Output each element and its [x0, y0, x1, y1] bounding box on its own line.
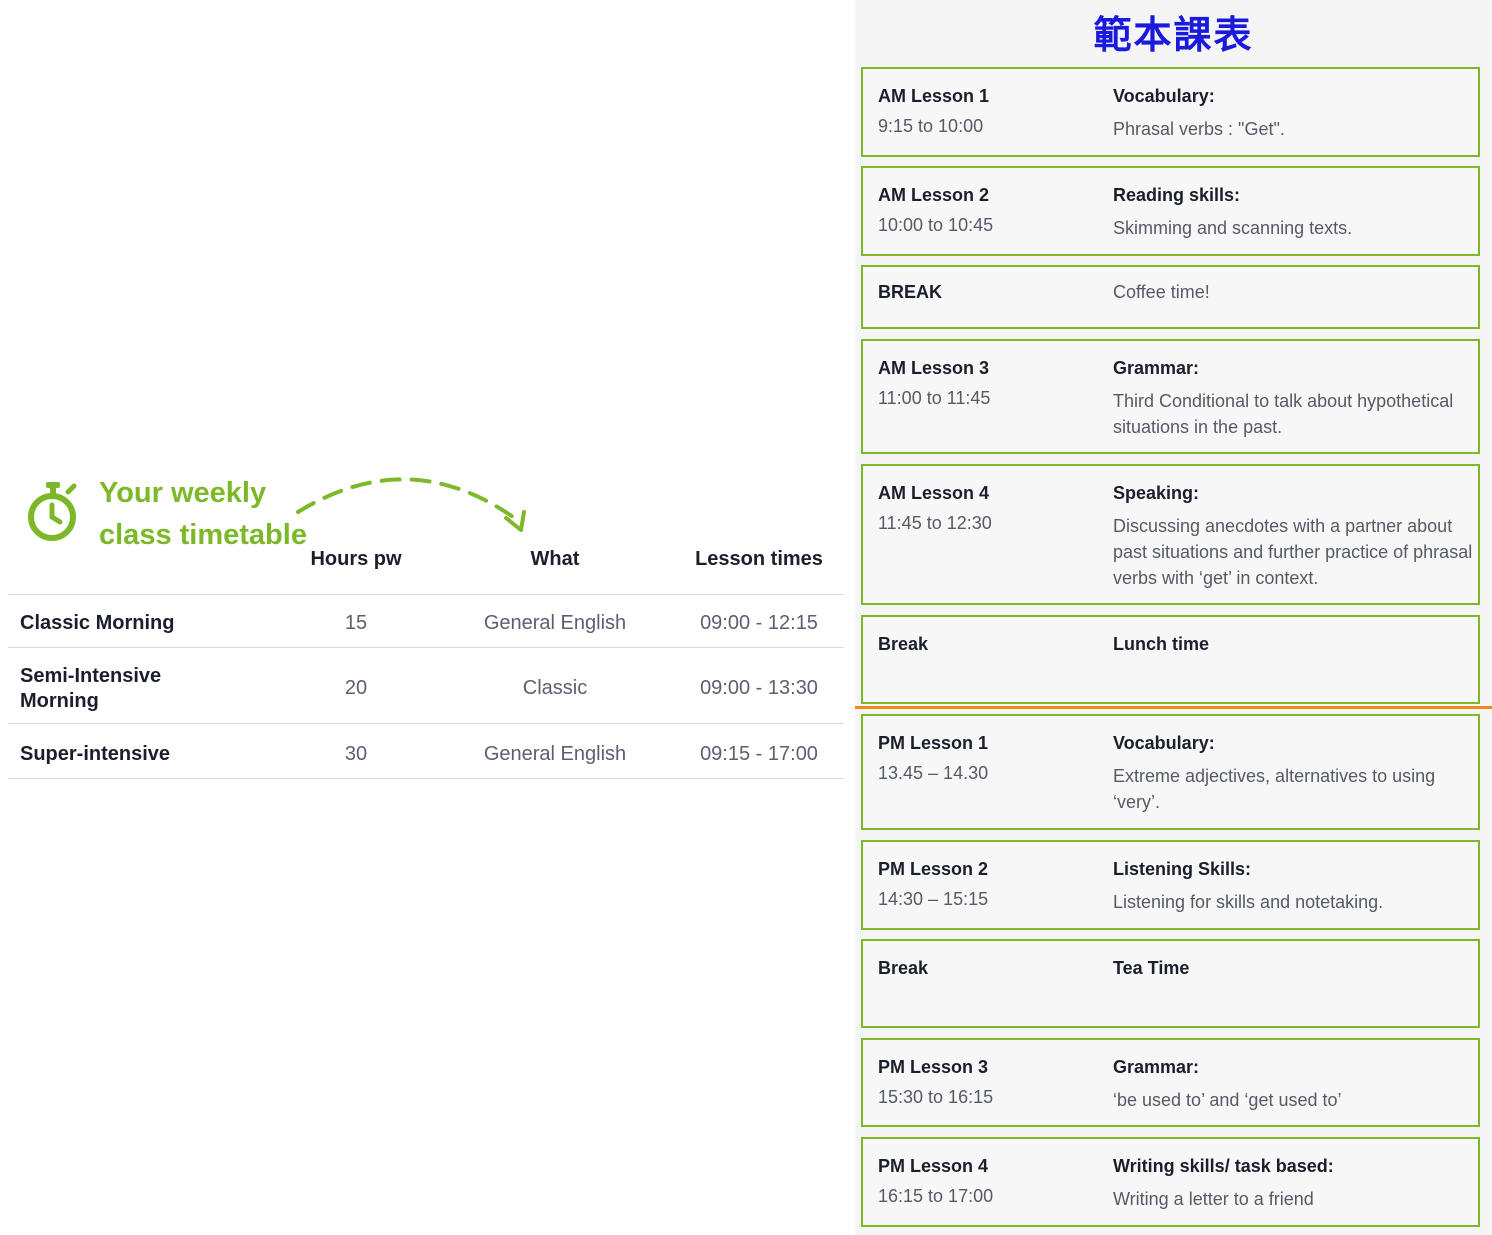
row-what: General English	[483, 612, 627, 634]
row-course-name: Classic Morning	[20, 612, 175, 634]
weekly-timetable-heading: Your weekly class timetable	[99, 472, 307, 556]
lesson-label: PM Lesson 1	[878, 733, 989, 753]
break-label: BREAK	[878, 282, 943, 302]
sample-timetable-panel: 範本課表 AM Lesson 1 9:15 to 10:00 Vocabular…	[855, 0, 1492, 1235]
weekly-timetable-panel: Your weekly class timetable Hours pw Wha…	[8, 472, 844, 779]
lesson-time: 14:30 – 15:15	[878, 889, 989, 909]
lesson-card: AM Lesson 2 10:00 to 10:45 Reading skill…	[861, 166, 1480, 256]
row-hours: 15	[344, 612, 368, 634]
lesson-description: ‘be used to’ and ‘get used to’	[1113, 1090, 1342, 1110]
lesson-subject: Grammar:	[1113, 358, 1200, 378]
table-divider	[8, 647, 844, 648]
table-row: Classic Morning 15 General English 09:00…	[8, 595, 844, 647]
lesson-description: Writing a letter to a friend	[1113, 1189, 1314, 1209]
dashed-arrow-icon	[296, 477, 526, 532]
stopwatch-icon	[28, 482, 77, 541]
row-times: 09:00 - 13:30	[700, 677, 818, 699]
lesson-label: PM Lesson 3	[878, 1057, 989, 1077]
break-subject: Lunch time	[1113, 634, 1210, 654]
break-card: Break Tea Time	[861, 939, 1480, 1028]
lesson-subject: Vocabulary:	[1113, 733, 1215, 753]
lesson-description: Listening for skills and notetaking.	[1113, 892, 1384, 912]
lesson-label: AM Lesson 4	[878, 483, 990, 503]
row-course-name: Semi-Intensive Morning	[20, 665, 162, 712]
lesson-time: 13.45 – 14.30	[878, 763, 989, 783]
lesson-time: 9:15 to 10:00	[878, 116, 984, 136]
lesson-label: AM Lesson 1	[878, 86, 990, 106]
lesson-description: Discussing anecdotes with a partner abou…	[1113, 516, 1473, 588]
lesson-time: 10:00 to 10:45	[878, 215, 994, 235]
lesson-time: 11:00 to 11:45	[878, 388, 991, 408]
column-header-what: What	[530, 548, 580, 570]
am-pm-divider	[855, 706, 1492, 709]
lesson-time: 16:15 to 17:00	[878, 1186, 994, 1206]
lesson-subject: Vocabulary:	[1113, 86, 1215, 106]
lesson-description: Phrasal verbs : "Get".	[1113, 119, 1285, 139]
heading-line-2: class timetable	[99, 519, 307, 551]
break-description: Coffee time!	[1113, 282, 1210, 302]
lesson-subject: Writing skills/ task based:	[1113, 1156, 1334, 1176]
table-divider	[8, 594, 844, 595]
column-header-lesson-times: Lesson times	[695, 548, 823, 570]
lesson-card: PM Lesson 4 16:15 to 17:00 Writing skill…	[861, 1137, 1480, 1227]
break-label: Break	[878, 958, 929, 978]
row-times: 09:15 - 17:00	[700, 743, 818, 765]
sample-timetable-title: 範本課表	[1093, 15, 1254, 57]
lesson-card: PM Lesson 1 13.45 – 14.30 Vocabulary: Ex…	[861, 714, 1480, 830]
break-label: Break	[878, 634, 929, 654]
lesson-label: PM Lesson 2	[878, 859, 989, 879]
lesson-label: AM Lesson 2	[878, 185, 990, 205]
row-what: Classic	[522, 677, 588, 699]
lesson-label: AM Lesson 3	[878, 358, 990, 378]
lesson-time: 15:30 to 16:15	[878, 1087, 994, 1107]
lesson-description: Skimming and scanning texts.	[1113, 218, 1353, 238]
table-row: Super-intensive 30 General English 09:15…	[8, 724, 844, 778]
table-divider	[8, 723, 844, 724]
lesson-subject: Reading skills:	[1113, 185, 1241, 205]
lesson-subject: Grammar:	[1113, 1057, 1200, 1077]
break-subject: Tea Time	[1113, 958, 1190, 978]
lesson-card: AM Lesson 1 9:15 to 10:00 Vocabulary: Ph…	[861, 67, 1480, 157]
lesson-card: PM Lesson 3 15:30 to 16:15 Grammar: ‘be …	[861, 1038, 1480, 1127]
lesson-description: Extreme adjectives, alternatives to usin…	[1113, 766, 1436, 812]
row-what: General English	[483, 743, 627, 765]
table-divider	[8, 778, 844, 779]
lesson-time: 11:45 to 12:30	[878, 513, 992, 533]
row-hours: 30	[344, 743, 368, 765]
lesson-subject: Speaking:	[1113, 483, 1200, 503]
row-course-name: Super-intensive	[20, 743, 171, 765]
lesson-description: Third Conditional to talk about hypothet…	[1113, 391, 1454, 437]
table-row: Semi-Intensive Morning 20 Classic 09:00 …	[8, 648, 844, 723]
break-card: Break Lunch time	[861, 615, 1480, 704]
lesson-card: PM Lesson 2 14:30 – 15:15 Listening Skil…	[861, 840, 1480, 930]
lesson-label: PM Lesson 4	[878, 1156, 989, 1176]
heading-line-1: Your weekly	[99, 477, 267, 509]
row-times: 09:00 - 12:15	[700, 612, 818, 634]
lesson-card: AM Lesson 3 11:00 to 11:45 Grammar: Thir…	[861, 339, 1480, 454]
lesson-card: AM Lesson 4 11:45 to 12:30 Speaking: Dis…	[861, 464, 1480, 605]
row-hours: 20	[344, 677, 368, 699]
column-header-hours: Hours pw	[310, 548, 402, 570]
lesson-subject: Listening Skills:	[1113, 859, 1252, 879]
break-card: BREAK Coffee time!	[861, 265, 1480, 329]
